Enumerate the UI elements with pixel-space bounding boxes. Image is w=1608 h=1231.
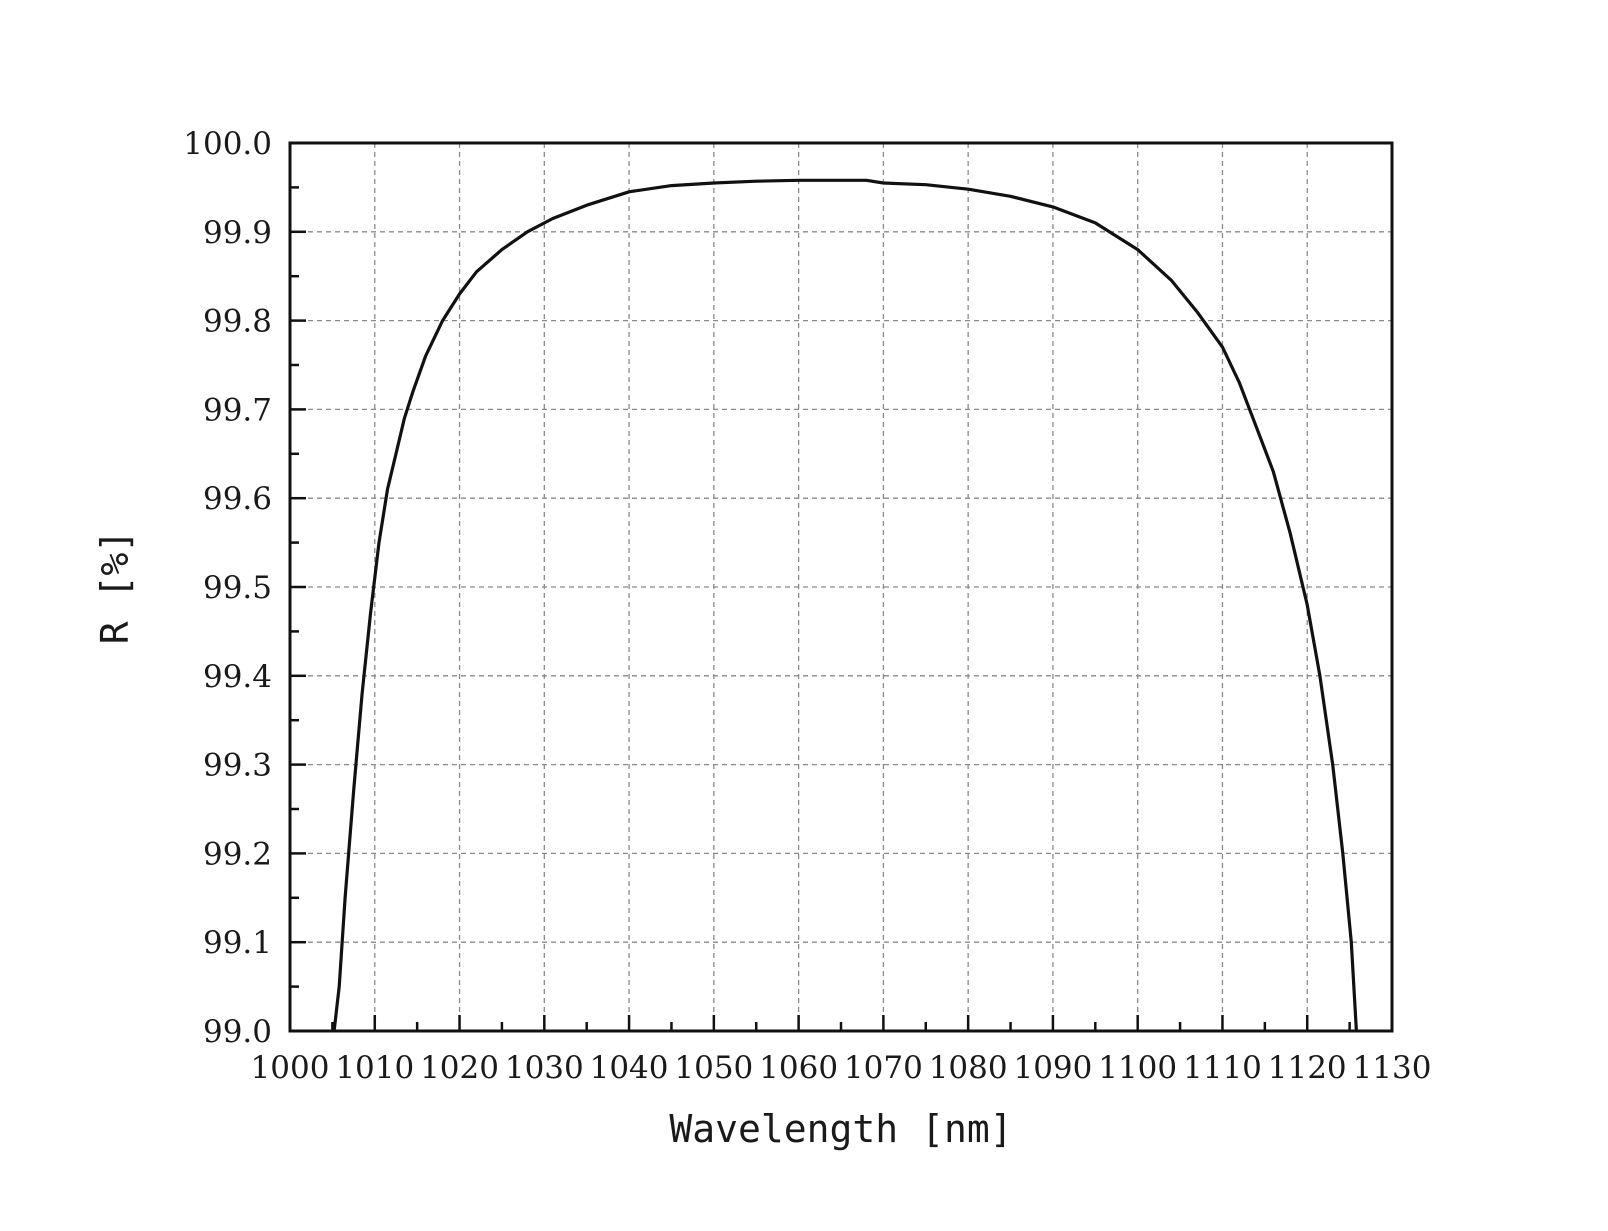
y-tick-label: 99.0 (203, 1014, 272, 1050)
x-tick-label: 1120 (1268, 1050, 1347, 1086)
y-tick-label: 99.2 (203, 836, 272, 872)
x-axis-title: Wavelength [nm] (669, 1107, 1012, 1151)
x-tick-label: 1070 (844, 1050, 923, 1086)
reflectance-curve (332, 178, 1358, 1032)
minor-ticks (290, 186, 1351, 1031)
grid-lines (290, 143, 1392, 1031)
x-tick-label: 1010 (335, 1050, 414, 1086)
x-tick-label: 1050 (674, 1050, 753, 1086)
y-tick-labels: 99.0 99.1 99.2 99.3 99.4 99.5 99.6 99.7 99.8 99.9… (183, 126, 272, 1050)
plot-frame (288, 141, 1394, 1033)
y-tick-label: 100.0 (183, 126, 272, 162)
y-axis-title: R [%] (93, 530, 137, 644)
y-tick-label: 99.9 (203, 215, 272, 251)
x-tick-label: 1100 (1098, 1050, 1177, 1086)
x-tick-label: 1030 (505, 1050, 584, 1086)
x-tick-label: 1090 (1013, 1050, 1092, 1086)
y-tick-label: 99.7 (203, 392, 272, 428)
x-tick-label: 1080 (929, 1050, 1008, 1086)
y-tick-label: 99.1 (203, 925, 272, 961)
y-tick-label: 99.5 (203, 570, 272, 606)
y-tick-label: 99.8 (203, 304, 272, 340)
x-tick-label: 1110 (1183, 1050, 1262, 1086)
y-tick-label: 99.6 (203, 481, 272, 517)
x-tick-label: 1130 (1353, 1050, 1432, 1086)
y-tick-label: 99.4 (203, 659, 272, 695)
x-tick-label: 1060 (759, 1050, 838, 1086)
x-tick-labels: 1000 1010 1020 1030 1040 1050 1060 1070 1080 1090… (251, 1050, 1432, 1086)
x-tick-label: 1040 (590, 1050, 669, 1086)
x-tick-label: 1020 (420, 1050, 499, 1086)
y-tick-label: 99.3 (203, 748, 272, 784)
x-tick-label: 1000 (251, 1050, 330, 1086)
